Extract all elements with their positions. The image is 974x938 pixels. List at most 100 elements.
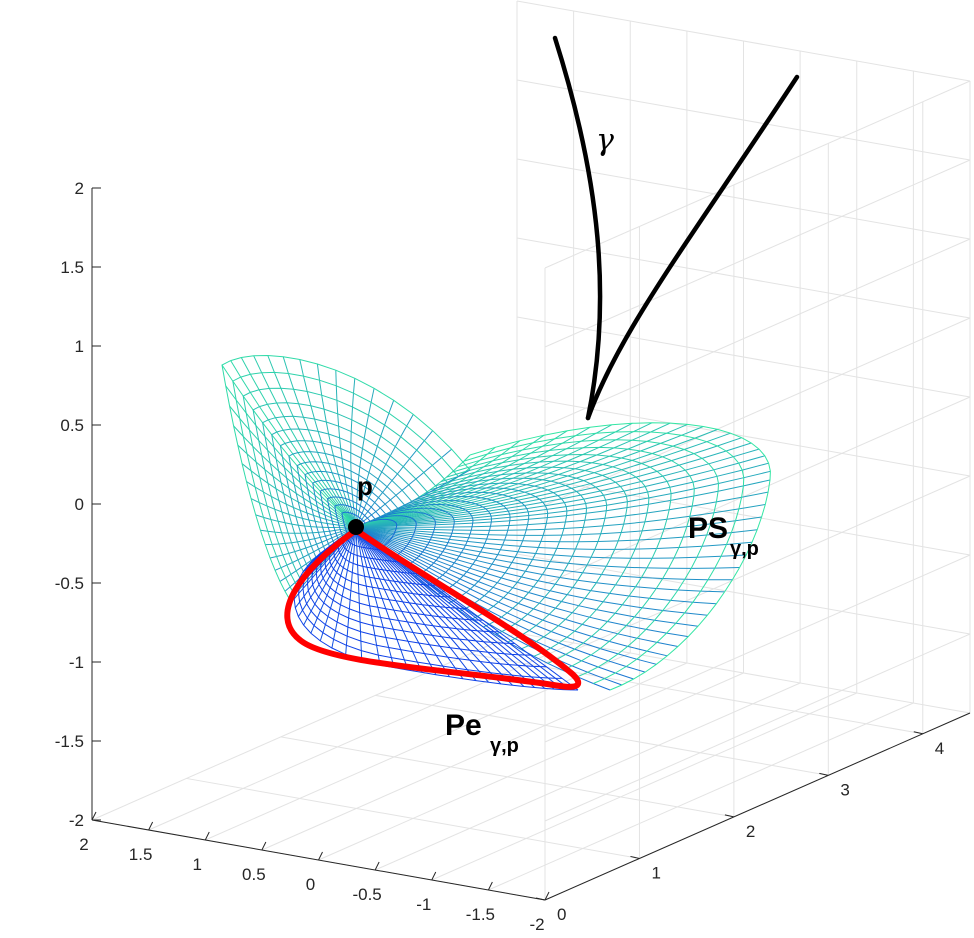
y-tick-mark — [819, 772, 829, 776]
axis-grid — [91, 0, 971, 901]
grid-line-floor-x — [431, 692, 857, 881]
gamma-branch-right — [585, 74, 800, 421]
surface-mesh-ring — [402, 495, 511, 604]
grid-line-floor-x — [91, 632, 518, 821]
x-tick-label: 2 — [79, 835, 88, 854]
z-tick-label: 1.5 — [60, 258, 84, 277]
grid-line-floor-y — [186, 777, 640, 859]
point-p-marker — [348, 519, 364, 535]
x-tick-mark — [544, 891, 550, 901]
y-tick-label: 1 — [651, 863, 660, 882]
x-tick-mark — [91, 811, 97, 821]
x-tick-mark — [318, 851, 323, 861]
x-tick-mark — [261, 841, 267, 851]
x-tick-mark — [204, 831, 210, 841]
surface-mesh-ring — [451, 446, 695, 671]
surface-mesh-ring — [397, 500, 493, 595]
x-tick-label: 1.5 — [129, 845, 153, 864]
grid-line-side-z — [516, 158, 971, 240]
surface-mesh-ring — [232, 371, 459, 595]
pedal-label-subscript: γ,p — [490, 735, 519, 757]
grid-line-side-z — [516, 237, 971, 319]
z-tick-label: 0 — [75, 495, 84, 514]
y-tick-label: 3 — [840, 780, 849, 799]
surface-mesh-ring — [262, 415, 429, 580]
pedal-curve-line — [284, 527, 582, 690]
surface-mesh-ring — [413, 487, 549, 620]
y-axis-line — [544, 712, 971, 901]
y-tick-label: 4 — [935, 739, 944, 758]
grid-line-floor-x — [374, 682, 801, 871]
surface-mesh-ring — [242, 387, 448, 590]
surface-mesh-ring — [391, 504, 474, 587]
pedal-surface-mesh — [221, 354, 771, 691]
grid-line-side-z — [516, 316, 971, 398]
surface-mesh-ring — [312, 479, 387, 553]
z-tick-label: 0.5 — [60, 416, 84, 435]
y-tick-mark — [535, 897, 546, 901]
grid-line-side-z — [516, 79, 971, 161]
y-tick-mark — [630, 855, 640, 859]
gamma-label: γ — [596, 123, 614, 158]
surface-mesh-ring — [279, 440, 413, 571]
grid-line-back-z — [544, 80, 971, 269]
surface-mesh-ring — [424, 477, 588, 636]
gamma-branch-left — [552, 35, 603, 421]
x-tick-label: 0.5 — [242, 865, 266, 884]
surface-mesh-ring — [319, 488, 381, 549]
grid-line-floor-y — [280, 736, 734, 818]
grid-line-back-z — [544, 633, 971, 822]
y-tick-label: 2 — [746, 822, 755, 841]
grid-line-side-z — [516, 0, 971, 82]
surface-mesh-ring — [341, 511, 366, 536]
surface-mesh-ring — [446, 453, 672, 664]
x-tick-label: -2 — [529, 915, 544, 934]
surface-mesh-ring — [252, 402, 438, 585]
surface-mesh-ring — [457, 439, 720, 678]
z-tick-label: 2 — [75, 179, 84, 198]
grid-line-floor-x — [318, 672, 744, 861]
surface-mesh-ring — [271, 428, 421, 576]
grid-line-floor-x — [261, 662, 688, 851]
curve-gamma — [552, 35, 800, 421]
pedal-curve — [284, 527, 582, 690]
surface-mesh-ring — [429, 472, 608, 643]
z-tick-label: 1 — [75, 337, 84, 356]
grid-line-back-z — [544, 238, 971, 427]
x-tick-mark — [431, 871, 437, 881]
z-tick-label: -1 — [69, 653, 84, 672]
surface-mesh-ring — [408, 491, 530, 612]
x-tick-mark — [374, 861, 380, 871]
point-p-label: p — [357, 471, 373, 501]
surface-mesh-ring — [368, 518, 398, 549]
grid-line-back-z — [544, 159, 971, 348]
grid-line-back-z — [544, 475, 971, 664]
surface-mesh-ring — [221, 354, 471, 601]
x-tick-label: 0 — [306, 875, 315, 894]
surface-mesh-ring — [288, 451, 405, 566]
grid-line-back-z — [544, 396, 971, 585]
surface-mesh-ring — [296, 461, 399, 562]
tick-labels: 2 1.5 1 0.5 0 -0.5 -1 -1.5 -2 2 1.5 1 0.5 0 -0.5 -1 -1.5… — [55, 179, 945, 934]
x-tick-mark — [487, 881, 493, 891]
surface-mesh-ring — [334, 504, 371, 540]
surface-label-subscript: γ,p — [730, 538, 759, 560]
grid-line-back-z — [544, 554, 971, 743]
surface-mesh-ring — [469, 422, 771, 691]
surface-mesh-ring — [419, 482, 568, 628]
surface-mesh-ring — [374, 515, 417, 559]
z-tick-label: -0.5 — [55, 574, 84, 593]
surface-mesh-ring — [326, 496, 376, 545]
grid-line-side-z — [516, 553, 971, 635]
surface-mesh-ring — [435, 466, 628, 650]
surface-mesh-ring — [304, 470, 392, 557]
y-tick-mark — [913, 731, 923, 735]
y-tick-mark — [724, 814, 734, 818]
surface-label: PS — [688, 512, 728, 545]
y-tick-label: 0 — [557, 905, 566, 924]
x-tick-label: -0.5 — [352, 885, 381, 904]
x-tick-label: 1 — [193, 855, 202, 874]
x-tick-label: -1 — [416, 895, 431, 914]
x-tick-mark — [148, 821, 154, 831]
